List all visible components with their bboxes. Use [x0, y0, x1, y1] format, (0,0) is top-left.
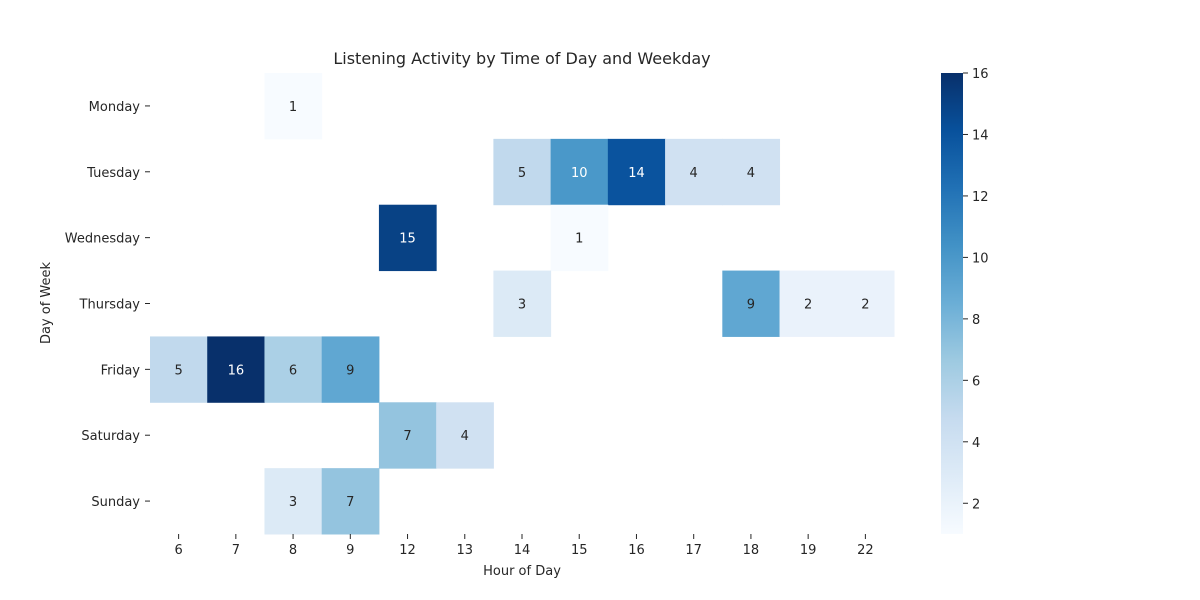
cell-value-label: 3 — [518, 298, 526, 313]
heatmap-cell — [607, 138, 666, 206]
y-tick-label: Sunday — [91, 495, 140, 510]
heatmap-cell — [150, 336, 208, 403]
cell-value-label: 9 — [747, 298, 755, 313]
x-tick-label: 13 — [456, 543, 473, 558]
heatmap-cell — [321, 336, 380, 403]
x-tick-label: 7 — [232, 543, 240, 558]
y-axis-title: Day of Week — [39, 261, 54, 344]
heatmap-cell — [665, 138, 723, 206]
cell-value-label: 2 — [861, 298, 869, 313]
cell-value-label: 3 — [289, 495, 297, 510]
cell-value-label: 15 — [399, 232, 416, 247]
cell-value-label: 4 — [690, 166, 698, 181]
cell-value-label: 1 — [289, 100, 297, 115]
colorbar — [941, 73, 963, 534]
x-tick-label: 18 — [743, 543, 760, 558]
x-tick-label: 19 — [800, 543, 817, 558]
y-tick-label: Thursday — [79, 298, 141, 313]
x-tick-label: 22 — [857, 543, 874, 558]
colorbar-tick-label: 12 — [972, 190, 989, 205]
heatmap-cell — [264, 73, 323, 140]
heatmap-cell — [321, 468, 380, 535]
colorbar-ticks: 2 4 6 8 10 12 14 16 — [963, 67, 989, 512]
heatmap-cell — [779, 270, 838, 337]
x-tick-label: 15 — [571, 543, 588, 558]
heatmap-cells — [150, 73, 895, 535]
heatmap-cell — [550, 204, 609, 272]
heatmap-cell — [436, 402, 494, 469]
heatmap-cell — [264, 468, 323, 535]
heatmap-cell — [378, 204, 437, 272]
heatmap-cell — [264, 336, 323, 403]
x-tick-label: 8 — [289, 543, 297, 558]
cell-value-label: 6 — [289, 363, 297, 378]
heatmap-cell-labels: 15 10 14 4 415 13 9 2 25 16 6 97 43 7 — [174, 100, 869, 510]
y-tick-label: Monday — [89, 100, 141, 115]
cell-value-label: 2 — [804, 298, 812, 313]
x-tick-label: 17 — [685, 543, 702, 558]
x-tick-label: 12 — [399, 543, 416, 558]
heatmap-cell — [722, 138, 781, 206]
cell-value-label: 9 — [346, 363, 354, 378]
y-tick-label: Saturday — [81, 429, 140, 444]
colorbar-tick-label: 6 — [972, 374, 980, 389]
cell-value-label: 5 — [174, 363, 182, 378]
colorbar-tick-label: 16 — [972, 67, 989, 82]
x-tick-label: 9 — [346, 543, 354, 558]
heatmap-cell — [493, 270, 552, 337]
heatmap-cell — [550, 138, 609, 206]
x-axis-ticks: 6 7 8 9 12 13 14 15 16 17 18 19 22 — [174, 534, 874, 558]
colorbar-tick-label: 2 — [972, 497, 980, 512]
y-tick-label: Friday — [101, 363, 141, 378]
colorbar-tick-label: 14 — [972, 128, 989, 143]
cell-value-label: 5 — [518, 166, 526, 181]
y-tick-label: Tuesday — [86, 166, 140, 181]
cell-value-label: 4 — [461, 429, 469, 444]
chart-title: Listening Activity by Time of Day and We… — [333, 49, 710, 68]
x-tick-label: 14 — [514, 543, 531, 558]
cell-value-label: 1 — [575, 232, 583, 247]
cell-value-label: 14 — [628, 166, 645, 181]
y-tick-label: Wednesday — [65, 232, 141, 247]
cell-value-label: 7 — [346, 495, 354, 510]
heatmap-cell — [836, 270, 895, 337]
cell-value-label: 10 — [571, 166, 588, 181]
colorbar-tick-label: 10 — [972, 251, 989, 266]
y-axis-ticks: Monday Tuesday Wednesday Thursday Friday Satu… — [65, 100, 150, 510]
x-axis-title: Hour of Day — [483, 564, 561, 579]
cell-value-label: 4 — [747, 166, 755, 181]
heatmap-cell — [722, 270, 781, 337]
heatmap-cell — [493, 138, 552, 206]
heatmap-cell — [207, 336, 265, 403]
colorbar-tick-label: 4 — [972, 436, 980, 451]
cell-value-label: 16 — [228, 363, 245, 378]
cell-value-label: 7 — [403, 429, 411, 444]
heatmap-cell — [378, 402, 437, 469]
colorbar-tick-label: 8 — [972, 313, 980, 328]
x-tick-label: 6 — [174, 543, 182, 558]
x-tick-label: 16 — [628, 543, 645, 558]
